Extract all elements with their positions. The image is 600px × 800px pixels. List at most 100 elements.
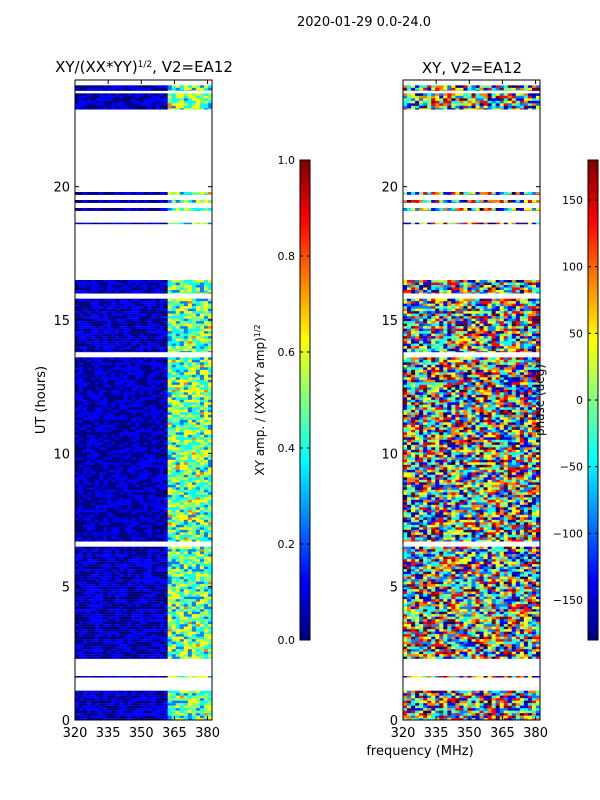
heatmap-cell [115, 499, 120, 503]
heatmap-cell [87, 499, 92, 503]
heatmap-cell [123, 464, 128, 468]
heatmap-cell [163, 705, 168, 709]
heatmap-cell [135, 409, 140, 413]
heatmap-cell [115, 437, 120, 441]
heatmap-cell [135, 367, 140, 371]
heatmap-cell [175, 407, 181, 411]
heatmap-cell [199, 384, 205, 388]
heatmap-cell [167, 532, 173, 536]
heatmap-cell [99, 484, 104, 488]
heatmap-cell [195, 710, 201, 714]
heatmap-cell [203, 464, 209, 468]
heatmap-cell [111, 514, 116, 518]
heatmap-cell [79, 700, 84, 704]
heatmap-cell [183, 387, 189, 391]
heatmap-cell [107, 576, 112, 580]
heatmap-cell [143, 489, 148, 493]
heatmap-cell [203, 574, 209, 577]
heatmap-cell [207, 298, 213, 302]
heatmap-cell [175, 502, 181, 506]
heatmap-cell [191, 444, 197, 448]
heatmap-cell [95, 695, 100, 699]
heatmap-cell [95, 646, 100, 650]
heatmap-cell [191, 710, 197, 714]
heatmap-cell [111, 556, 116, 560]
heatmap-cell [111, 359, 116, 363]
heatmap-cell [159, 601, 164, 605]
heatmap-cell [167, 404, 173, 408]
heatmap-cell [187, 397, 193, 401]
heatmap-cell [95, 424, 100, 428]
heatmap-cell [107, 713, 112, 716]
heatmap-cell [147, 636, 152, 640]
heatmap-cell [111, 698, 116, 701]
heatmap-cell [95, 333, 100, 337]
heatmap-cell [167, 369, 173, 373]
heatmap-cell [103, 384, 108, 388]
heatmap-cell [179, 301, 185, 304]
heatmap-cell [87, 705, 92, 709]
heatmap-cell [135, 323, 140, 327]
heatmap-cell [195, 301, 201, 304]
heatmap-cell [159, 634, 164, 637]
heatmap-cell [159, 404, 164, 408]
heatmap-cell [199, 477, 205, 481]
heatmap-cell [191, 532, 197, 536]
heatmap-cell [171, 718, 177, 721]
heatmap-cell [135, 333, 140, 337]
heatmap-cell [183, 316, 189, 319]
heatmap-cell [91, 581, 96, 585]
heatmap-cell [107, 624, 112, 627]
heatmap-cell [183, 462, 189, 466]
heatmap-cell [159, 369, 164, 373]
heatmap-cell [123, 407, 128, 411]
heatmap-cell [163, 708, 168, 711]
heatmap-cell [187, 479, 193, 483]
heatmap-cell [167, 644, 173, 647]
heatmap-cell [163, 407, 168, 411]
heatmap-cell [179, 609, 185, 612]
heatmap-cell [171, 586, 177, 590]
heatmap-cell [83, 584, 88, 587]
heatmap-cell [115, 472, 120, 476]
heatmap-cell [151, 634, 156, 637]
heatmap-cell [143, 636, 148, 640]
heatmap-cell [91, 387, 96, 391]
heatmap-cell [127, 534, 132, 538]
heatmap-cell [111, 710, 116, 714]
heatmap-cell [83, 301, 88, 304]
heatmap-cell [135, 399, 140, 403]
heatmap-cell [191, 619, 197, 622]
heatmap-cell [123, 571, 128, 575]
heatmap-cell [151, 519, 156, 523]
heatmap-cell [143, 609, 148, 612]
heatmap-cell [139, 298, 144, 302]
heatmap-cell [135, 522, 140, 526]
heatmap-cell [111, 522, 116, 526]
heatmap-cell [103, 690, 108, 694]
heatmap-cell [131, 564, 136, 567]
heatmap-cell [155, 303, 160, 307]
heatmap-cell [199, 695, 205, 699]
heatmap-cell [155, 529, 160, 533]
heatmap-cell [195, 576, 201, 580]
heatmap-cell [79, 437, 84, 441]
heatmap-cell [143, 594, 148, 597]
heatmap-cell [119, 566, 124, 570]
heatmap-cell [203, 429, 209, 433]
heatmap-cell [187, 576, 193, 580]
heatmap-cell [131, 444, 136, 448]
heatmap-cell [155, 422, 160, 426]
heatmap-cell [111, 328, 116, 332]
heatmap-cell [87, 601, 92, 605]
heatmap-cell [75, 614, 80, 617]
heatmap-cell [111, 323, 116, 327]
heatmap-cell [131, 477, 136, 481]
heatmap-cell [99, 604, 104, 607]
heatmap-cell [163, 417, 168, 421]
heatmap-cell [83, 614, 88, 617]
heatmap-cell [115, 372, 120, 376]
heatmap-cell [135, 571, 140, 575]
heatmap-cell [187, 494, 193, 498]
heatmap-cell [79, 298, 84, 302]
